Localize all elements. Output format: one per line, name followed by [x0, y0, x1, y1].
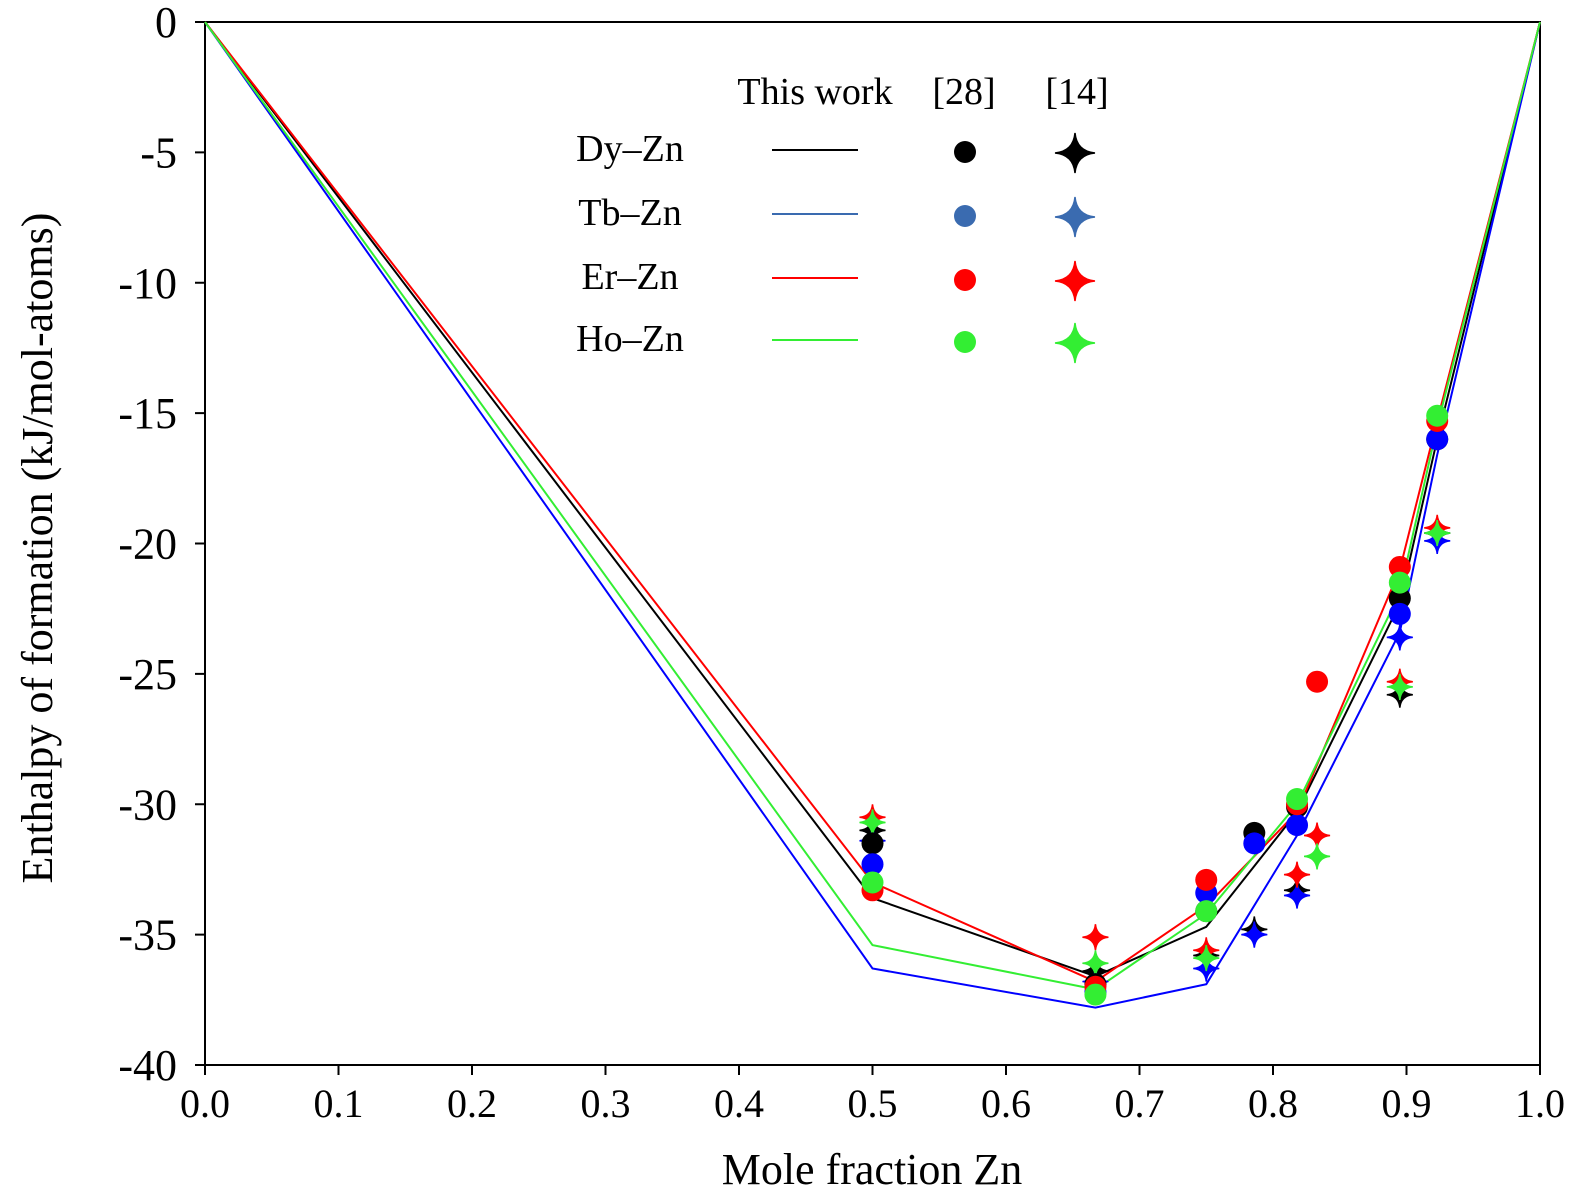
x-tick-label: 0.4	[714, 1081, 764, 1126]
y-tick-label: -25	[118, 650, 177, 699]
y-tick-label: -35	[118, 911, 177, 960]
x-tick-label: 1.0	[1515, 1081, 1565, 1126]
axis-ticks: 0.0 0.1 0.2 0.3 0.4 0.5 0.6 0.7 0.8 0.9 1.0 0 -5 -10 -…	[118, 0, 1565, 1126]
legend-circle-swatch	[954, 141, 976, 163]
ref14-star-marker	[1424, 519, 1451, 547]
ref14-star-marker	[1241, 921, 1268, 948]
ref28-circle-marker	[1243, 832, 1266, 855]
x-tick-label: 0.9	[1382, 1081, 1432, 1126]
legend-circle-swatch	[954, 331, 976, 353]
legend-series-label: Er–Zn	[581, 256, 678, 298]
x-axis-title: Mole fraction Zn	[722, 1145, 1023, 1194]
x-tick-label: 0.8	[1248, 1081, 1298, 1126]
ref14-star-marker	[1283, 861, 1311, 888]
ref28-circle-marker	[1426, 404, 1449, 427]
legend-column-header: [14]	[1045, 71, 1108, 113]
legend: This work [28] [14] Dy–Zn Tb–Zn Er–Zn Ho–Zn	[576, 71, 1109, 364]
ref14-star-marker	[1082, 924, 1109, 951]
ref28-circle-marker	[1426, 428, 1449, 451]
ref28-circle-marker	[1195, 868, 1218, 891]
plot-frame	[204, 21, 1541, 1066]
ref28-circle-marker	[1195, 900, 1218, 923]
ref28-circle-marker	[1306, 670, 1329, 693]
y-tick-label: -40	[118, 1041, 177, 1090]
legend-series-label: Tb–Zn	[578, 192, 681, 234]
ref28-circle-marker	[1388, 602, 1411, 625]
ref28-circle-marker	[1286, 788, 1309, 811]
legend-circle-swatch	[954, 205, 976, 227]
legend-column-header: This work	[737, 71, 892, 113]
ref28-circle-marker	[1388, 555, 1411, 578]
ref28-circle-marker	[1084, 983, 1107, 1006]
legend-circle-swatch	[954, 269, 976, 291]
ref28-circle-marker	[1286, 814, 1309, 837]
x-tick-label: 0.2	[447, 1081, 497, 1126]
y-tick-label: -15	[118, 389, 177, 438]
x-tick-label: 0.1	[314, 1081, 364, 1126]
y-tick-label: -10	[118, 259, 177, 308]
legend-star-swatch	[1054, 322, 1096, 364]
y-tick-label: 0	[155, 0, 177, 47]
ref28-circle-marker	[861, 853, 884, 876]
y-tick-label: -30	[118, 780, 177, 829]
ref28-circle-marker	[1388, 587, 1411, 610]
legend-star-swatch	[1054, 196, 1096, 238]
data-markers	[859, 404, 1451, 1006]
legend-star-swatch	[1054, 260, 1096, 302]
y-tick-label: -5	[140, 128, 177, 177]
ref28-circle-marker	[861, 832, 884, 855]
ref14-star-marker	[1193, 944, 1220, 972]
ref28-circle-marker	[861, 871, 884, 894]
x-tick-label: 0.7	[1115, 1081, 1165, 1126]
x-tick-label: 0.5	[848, 1081, 898, 1126]
ref14-star-marker	[1303, 843, 1331, 870]
y-axis-title: Enthalpy of formation (kJ/mol-atoms)	[13, 213, 62, 884]
series-line	[204, 21, 1541, 978]
ref14-star-marker	[1283, 882, 1311, 909]
x-tick-label: 0.0	[180, 1081, 230, 1126]
series-line	[204, 21, 1541, 1009]
legend-column-header: [28]	[932, 71, 995, 113]
series-line	[204, 21, 1541, 991]
x-tick-label: 0.6	[981, 1081, 1031, 1126]
ref28-circle-marker	[1388, 571, 1411, 594]
legend-series-label: Dy–Zn	[576, 128, 684, 170]
legend-series-label: Ho–Zn	[576, 318, 684, 360]
legend-star-swatch	[1054, 132, 1096, 174]
ref14-star-marker	[1386, 673, 1413, 701]
ref14-star-marker	[1386, 624, 1413, 651]
y-tick-label: -20	[118, 520, 177, 569]
x-tick-label: 0.3	[581, 1081, 631, 1126]
